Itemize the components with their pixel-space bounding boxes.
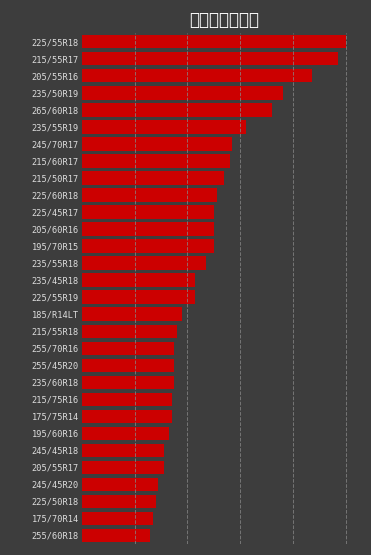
Bar	[82, 392, 171, 406]
Bar	[82, 137, 232, 150]
Bar	[82, 341, 174, 355]
Title: 原配规格排行榜: 原配规格排行榜	[190, 11, 259, 29]
Bar	[82, 495, 156, 508]
Bar	[82, 256, 206, 270]
Bar	[82, 69, 312, 83]
Bar	[82, 154, 230, 168]
Bar	[82, 239, 214, 253]
Bar	[82, 205, 214, 219]
Bar	[82, 359, 174, 372]
Bar	[82, 188, 217, 201]
Bar	[82, 52, 338, 65]
Bar	[82, 120, 246, 134]
Bar	[82, 325, 177, 338]
Bar	[82, 290, 196, 304]
Bar	[82, 103, 272, 117]
Bar	[82, 410, 171, 423]
Bar	[82, 376, 174, 389]
Bar	[82, 35, 346, 48]
Bar	[82, 461, 164, 474]
Bar	[82, 171, 224, 185]
Bar	[82, 529, 150, 542]
Bar	[82, 274, 196, 287]
Bar	[82, 478, 158, 491]
Bar	[82, 86, 283, 99]
Bar	[82, 223, 214, 236]
Bar	[82, 307, 182, 321]
Bar	[82, 512, 153, 525]
Bar	[82, 427, 169, 440]
Bar	[82, 443, 164, 457]
